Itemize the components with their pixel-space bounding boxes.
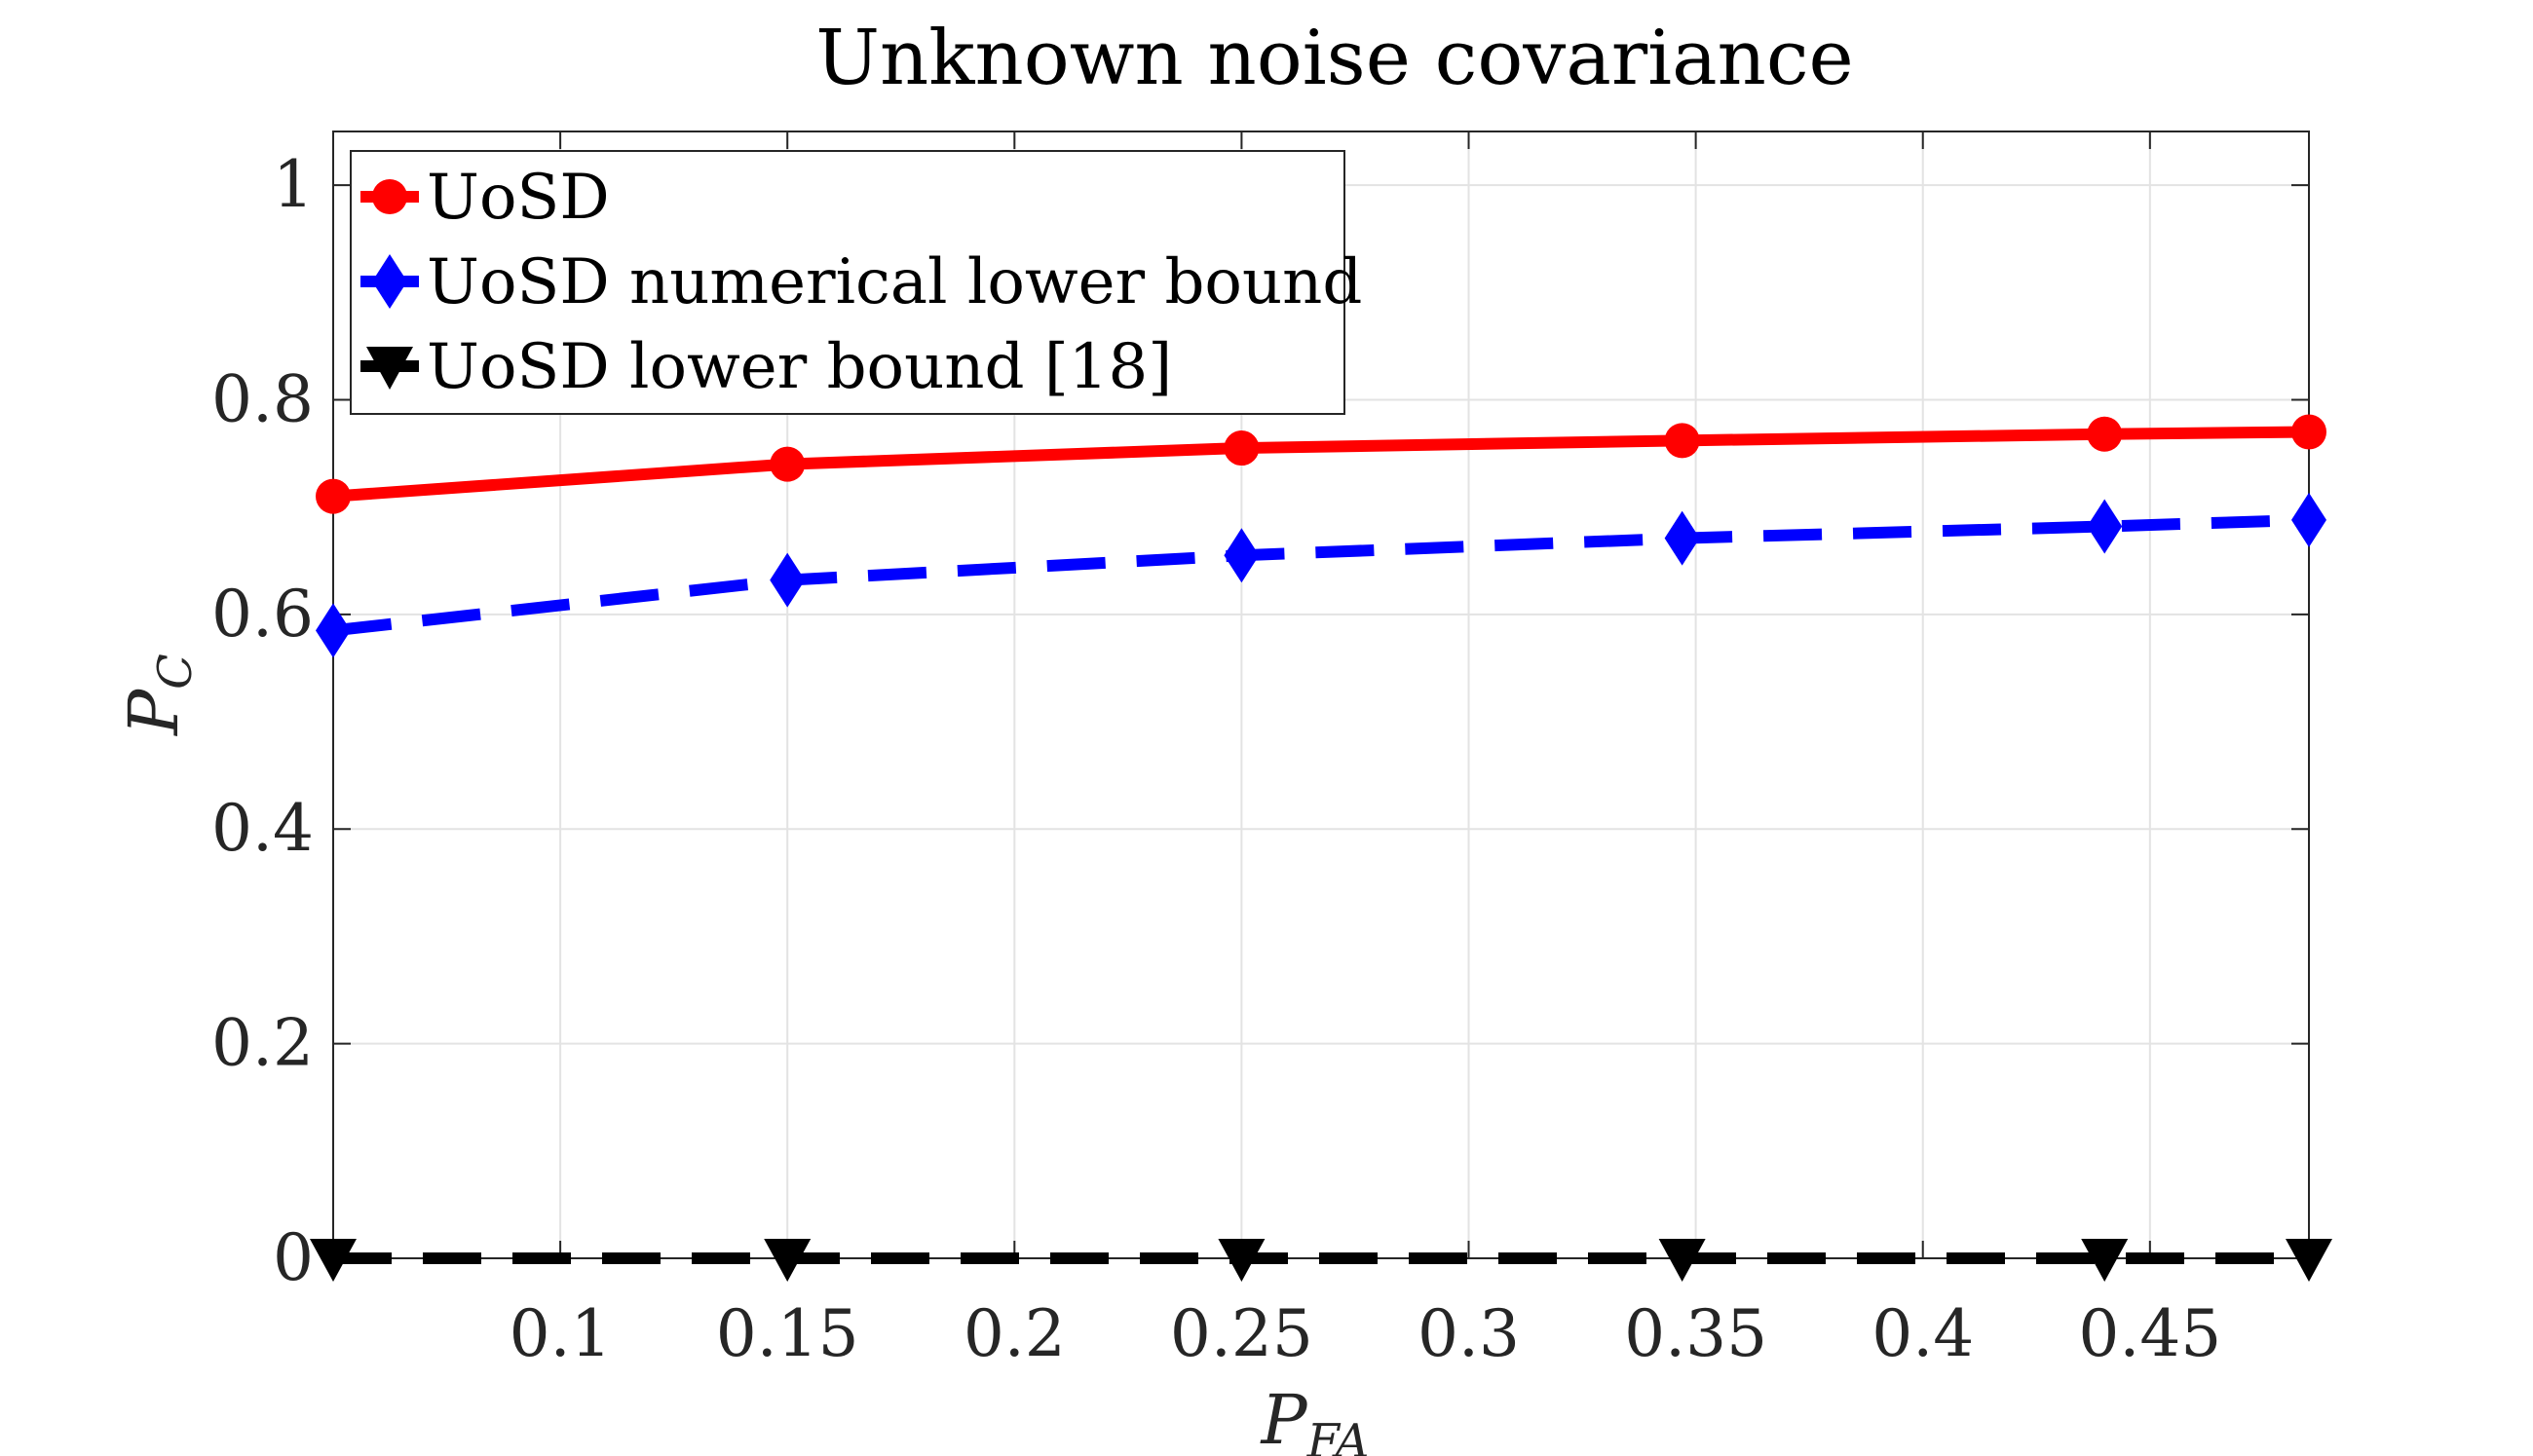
series-line xyxy=(332,513,2310,637)
legend-marker xyxy=(372,179,407,214)
data-point xyxy=(1658,1239,1706,1282)
x-tick-label: 0.3 xyxy=(1418,1296,1520,1371)
data-point xyxy=(1224,430,1260,467)
x-tick-label: 0.4 xyxy=(1871,1296,1974,1371)
x-tick-label: 0.25 xyxy=(1170,1296,1313,1371)
legend-label: UoSD lower bound [18] xyxy=(427,331,1172,403)
data-point xyxy=(764,1239,812,1282)
legend-box xyxy=(350,150,1345,415)
legend-marker xyxy=(372,254,407,309)
data-point xyxy=(1664,423,1700,459)
series-layer xyxy=(310,414,2332,1282)
legend-label: UoSD numerical lower bound xyxy=(427,246,1362,318)
series-3 xyxy=(310,1239,2332,1282)
data-point xyxy=(2081,1239,2129,1282)
data-point xyxy=(1664,510,1700,566)
data-point xyxy=(770,552,806,608)
data-point xyxy=(2291,492,2326,547)
legend-entry: UoSD numerical lower bound xyxy=(360,246,1362,318)
x-axis-label-main: P xyxy=(1260,1380,1309,1456)
y-tick-label: 0.6 xyxy=(211,577,314,652)
data-point xyxy=(310,1239,357,1282)
legend-label: UoSD xyxy=(427,162,610,234)
y-axis-label: PC xyxy=(114,653,203,737)
y-tick-label: 1 xyxy=(273,147,314,222)
data-point xyxy=(2291,414,2326,450)
y-tick-label: 0.2 xyxy=(211,1006,314,1081)
legend-marker xyxy=(366,347,413,390)
series-2 xyxy=(316,492,2326,658)
x-axis-label-subscript: FA xyxy=(1306,1414,1370,1456)
axis-ticks: 0.1 0.15 0.2 0.25 0.3 0.35 0.4 0.45 0 0.2 0.4 0.6 0.… xyxy=(211,131,2309,1371)
x-tick-label: 0.15 xyxy=(716,1296,859,1371)
chart-title: Unknown noise covariance xyxy=(815,15,1853,102)
x-tick-label: 0.35 xyxy=(1624,1296,1767,1371)
data-point xyxy=(2087,416,2123,452)
x-tick-label: 0.2 xyxy=(964,1296,1066,1371)
data-point xyxy=(2087,499,2123,554)
series-line xyxy=(332,426,2310,503)
y-tick-label: 0.4 xyxy=(211,791,314,866)
legend-entry: UoSD xyxy=(360,162,610,234)
data-point xyxy=(770,446,806,482)
x-axis-label: PFA xyxy=(1260,1380,1370,1456)
data-point xyxy=(1224,528,1260,583)
y-axis-label-main: P xyxy=(114,688,194,737)
y-tick-label: 0.8 xyxy=(211,361,314,436)
legend: UoSD UoSD numerical lower bound UoSD lower… xyxy=(350,150,1362,415)
x-tick-label: 0.1 xyxy=(510,1296,612,1371)
series-1 xyxy=(316,414,2326,514)
data-point xyxy=(316,478,351,514)
legend-entry: UoSD lower bound [18] xyxy=(360,331,1172,403)
y-tick-label: 0 xyxy=(273,1220,314,1295)
data-point xyxy=(1218,1239,1266,1282)
data-point xyxy=(316,603,351,658)
x-tick-label: 0.45 xyxy=(2078,1296,2221,1371)
legend-entries: UoSD UoSD numerical lower bound UoSD lower… xyxy=(360,162,1362,403)
y-axis-label-subscript: C xyxy=(148,653,203,690)
data-point xyxy=(2286,1239,2332,1282)
